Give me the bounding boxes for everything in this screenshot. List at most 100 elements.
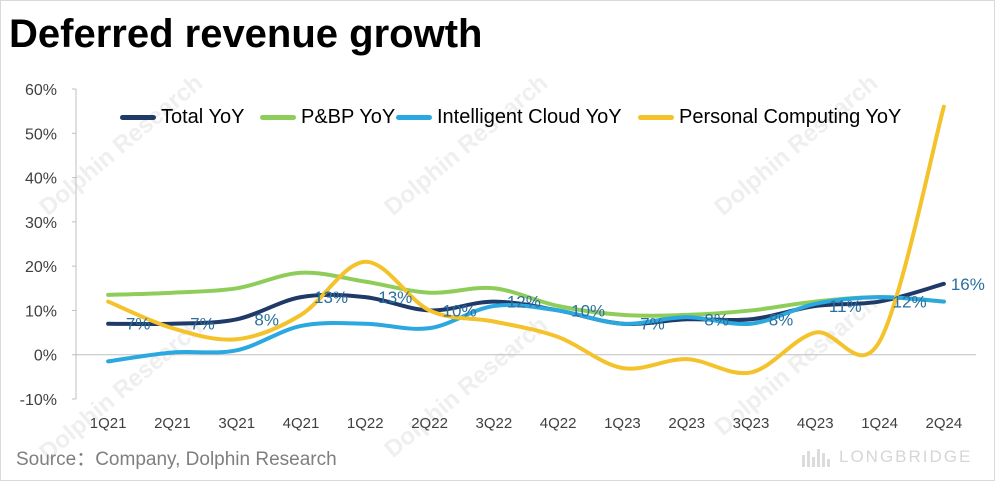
- data-label-total-yoy: 12%: [507, 293, 541, 312]
- data-point-personal-computing-yoy: [942, 105, 946, 109]
- y-tick-label: 30%: [25, 215, 57, 232]
- y-tick-label: -10%: [20, 392, 57, 409]
- x-tick-label: 4Q22: [540, 415, 577, 432]
- chart-title: Deferred revenue growth: [9, 12, 483, 56]
- data-labels: 7% 7% 8% 13% 13% 10% 12% 10% 7% 8% 8% 11% 12% 16%: [126, 275, 985, 334]
- data-point-total-yoy: [106, 322, 110, 326]
- data-point-personal-computing-yoy: [813, 331, 817, 335]
- x-tick-label: 1Q22: [347, 415, 384, 432]
- x-tick-label: 3Q21: [218, 415, 255, 432]
- data-label-total-yoy: 11%: [829, 297, 862, 316]
- data-label-total-yoy: 13%: [314, 288, 348, 307]
- data-point-pbp-yoy: [299, 271, 303, 275]
- source-note: Source：Company, Dolphin Research: [16, 449, 337, 470]
- data-label-total-yoy: 12%: [893, 293, 927, 312]
- data-label-total-yoy: 8%: [769, 310, 794, 329]
- data-point-personal-computing-yoy: [170, 326, 174, 330]
- legend-label-personal-computing-yoy: Personal Computing YoY: [679, 106, 902, 128]
- series-intelligent-cloud-yoy: [106, 295, 946, 364]
- data-point-total-yoy: [878, 300, 882, 304]
- data-point-total-yoy: [170, 322, 174, 326]
- axes: [72, 88, 976, 400]
- data-label-total-yoy: 8%: [704, 310, 729, 329]
- data-point-intelligent-cloud-yoy: [685, 315, 689, 319]
- x-tick-label: 2Q23: [668, 415, 705, 432]
- legend-swatch-intelligent-cloud-yoy: [396, 114, 432, 120]
- x-tick-label: 3Q23: [733, 415, 770, 432]
- data-point-personal-computing-yoy: [235, 337, 239, 341]
- logo-text: LONGBRIDGE: [839, 447, 973, 466]
- x-tick-label: 4Q23: [797, 415, 834, 432]
- data-point-intelligent-cloud-yoy: [749, 322, 753, 326]
- legend-item-pbp-yoy: P&BP YoY: [260, 105, 395, 129]
- x-tick-label: 2Q22: [411, 415, 448, 432]
- watermark-dolphin-research: Dolphin Research: [34, 69, 208, 221]
- data-point-personal-computing-yoy: [299, 313, 303, 317]
- data-label-total-yoy: 16%: [951, 275, 985, 294]
- y-tick-label: 0%: [34, 348, 57, 365]
- x-tick-label: 2Q24: [926, 415, 963, 432]
- data-point-pbp-yoy: [428, 291, 432, 295]
- logo-bars-icon: [802, 449, 830, 467]
- data-label-total-yoy: 8%: [254, 310, 279, 329]
- y-tick-label: 50%: [25, 126, 57, 143]
- data-point-total-yoy: [749, 317, 753, 321]
- data-label-total-yoy: 7%: [640, 315, 665, 334]
- data-point-pbp-yoy: [492, 286, 496, 290]
- x-tick-label: 4Q21: [283, 415, 320, 432]
- x-tick-labels: 1Q21 2Q21 3Q21 4Q21 1Q22 2Q22 3Q22 4Q22 1Q23 2Q23…: [90, 415, 962, 432]
- x-tick-label: 1Q23: [604, 415, 641, 432]
- data-label-total-yoy: 13%: [378, 288, 412, 307]
- data-point-intelligent-cloud-yoy: [363, 322, 367, 326]
- series-line-intelligent-cloud-yoy: [106, 295, 946, 364]
- watermark-dolphin-research: Dolphin Research: [379, 311, 553, 463]
- y-tick-label: 60%: [25, 82, 57, 99]
- longbridge-logo: LONGBRIDGE: [801, 446, 972, 468]
- data-point-intelligent-cloud-yoy: [878, 295, 882, 299]
- data-point-pbp-yoy: [556, 304, 560, 308]
- data-point-pbp-yoy: [106, 293, 110, 297]
- data-point-intelligent-cloud-yoy: [299, 324, 303, 328]
- watermark-dolphin-research: Dolphin Research: [379, 69, 553, 221]
- data-point-intelligent-cloud-yoy: [170, 351, 174, 354]
- data-point-personal-computing-yoy: [878, 339, 882, 343]
- legend-swatch-total-yoy: [120, 114, 156, 120]
- data-label-total-yoy: 7%: [126, 315, 151, 334]
- x-tick-label: 1Q21: [90, 415, 127, 432]
- data-label-total-yoy: 7%: [190, 315, 215, 334]
- data-point-total-yoy: [942, 282, 946, 286]
- y-tick-label: 20%: [25, 259, 57, 276]
- y-tick-label: 40%: [25, 171, 57, 188]
- data-point-pbp-yoy: [235, 286, 239, 290]
- data-point-personal-computing-yoy: [428, 308, 432, 312]
- x-tick-label: 2Q21: [154, 415, 191, 432]
- legend-label-intelligent-cloud-yoy: Intelligent Cloud YoY: [437, 106, 622, 128]
- watermark-dolphin-research: Dolphin Research: [709, 69, 883, 221]
- legend-swatch-pbp-yoy: [260, 114, 296, 120]
- y-tick-labels: -10% 0% 10% 20% 30% 40% 50% 60%: [20, 82, 57, 409]
- legend-label-total-yoy: Total YoY: [161, 106, 245, 128]
- data-point-pbp-yoy: [170, 291, 174, 295]
- data-point-intelligent-cloud-yoy: [620, 322, 624, 326]
- data-point-intelligent-cloud-yoy: [942, 300, 946, 304]
- data-point-intelligent-cloud-yoy: [235, 348, 239, 352]
- data-label-total-yoy: 10%: [443, 301, 477, 320]
- legend-swatch-personal-computing-yoy: [638, 114, 674, 120]
- data-point-intelligent-cloud-yoy: [428, 326, 432, 330]
- data-point-pbp-yoy: [749, 308, 753, 312]
- data-point-intelligent-cloud-yoy: [813, 302, 817, 306]
- legend-label-pbp-yoy: P&BP YoY: [301, 106, 396, 128]
- data-point-intelligent-cloud-yoy: [556, 308, 560, 312]
- data-point-personal-computing-yoy: [620, 366, 624, 370]
- y-tick-label: 10%: [25, 303, 57, 320]
- data-point-personal-computing-yoy: [363, 260, 367, 264]
- data-point-intelligent-cloud-yoy: [106, 359, 110, 363]
- legend-item-intelligent-cloud-yoy: Intelligent Cloud YoY: [396, 105, 622, 129]
- data-point-total-yoy: [492, 300, 496, 304]
- data-point-personal-computing-yoy: [106, 300, 110, 304]
- series-line-pbp-yoy: [106, 270, 946, 318]
- legend-item-total-yoy: Total YoY: [120, 105, 244, 129]
- data-point-pbp-yoy: [363, 280, 367, 284]
